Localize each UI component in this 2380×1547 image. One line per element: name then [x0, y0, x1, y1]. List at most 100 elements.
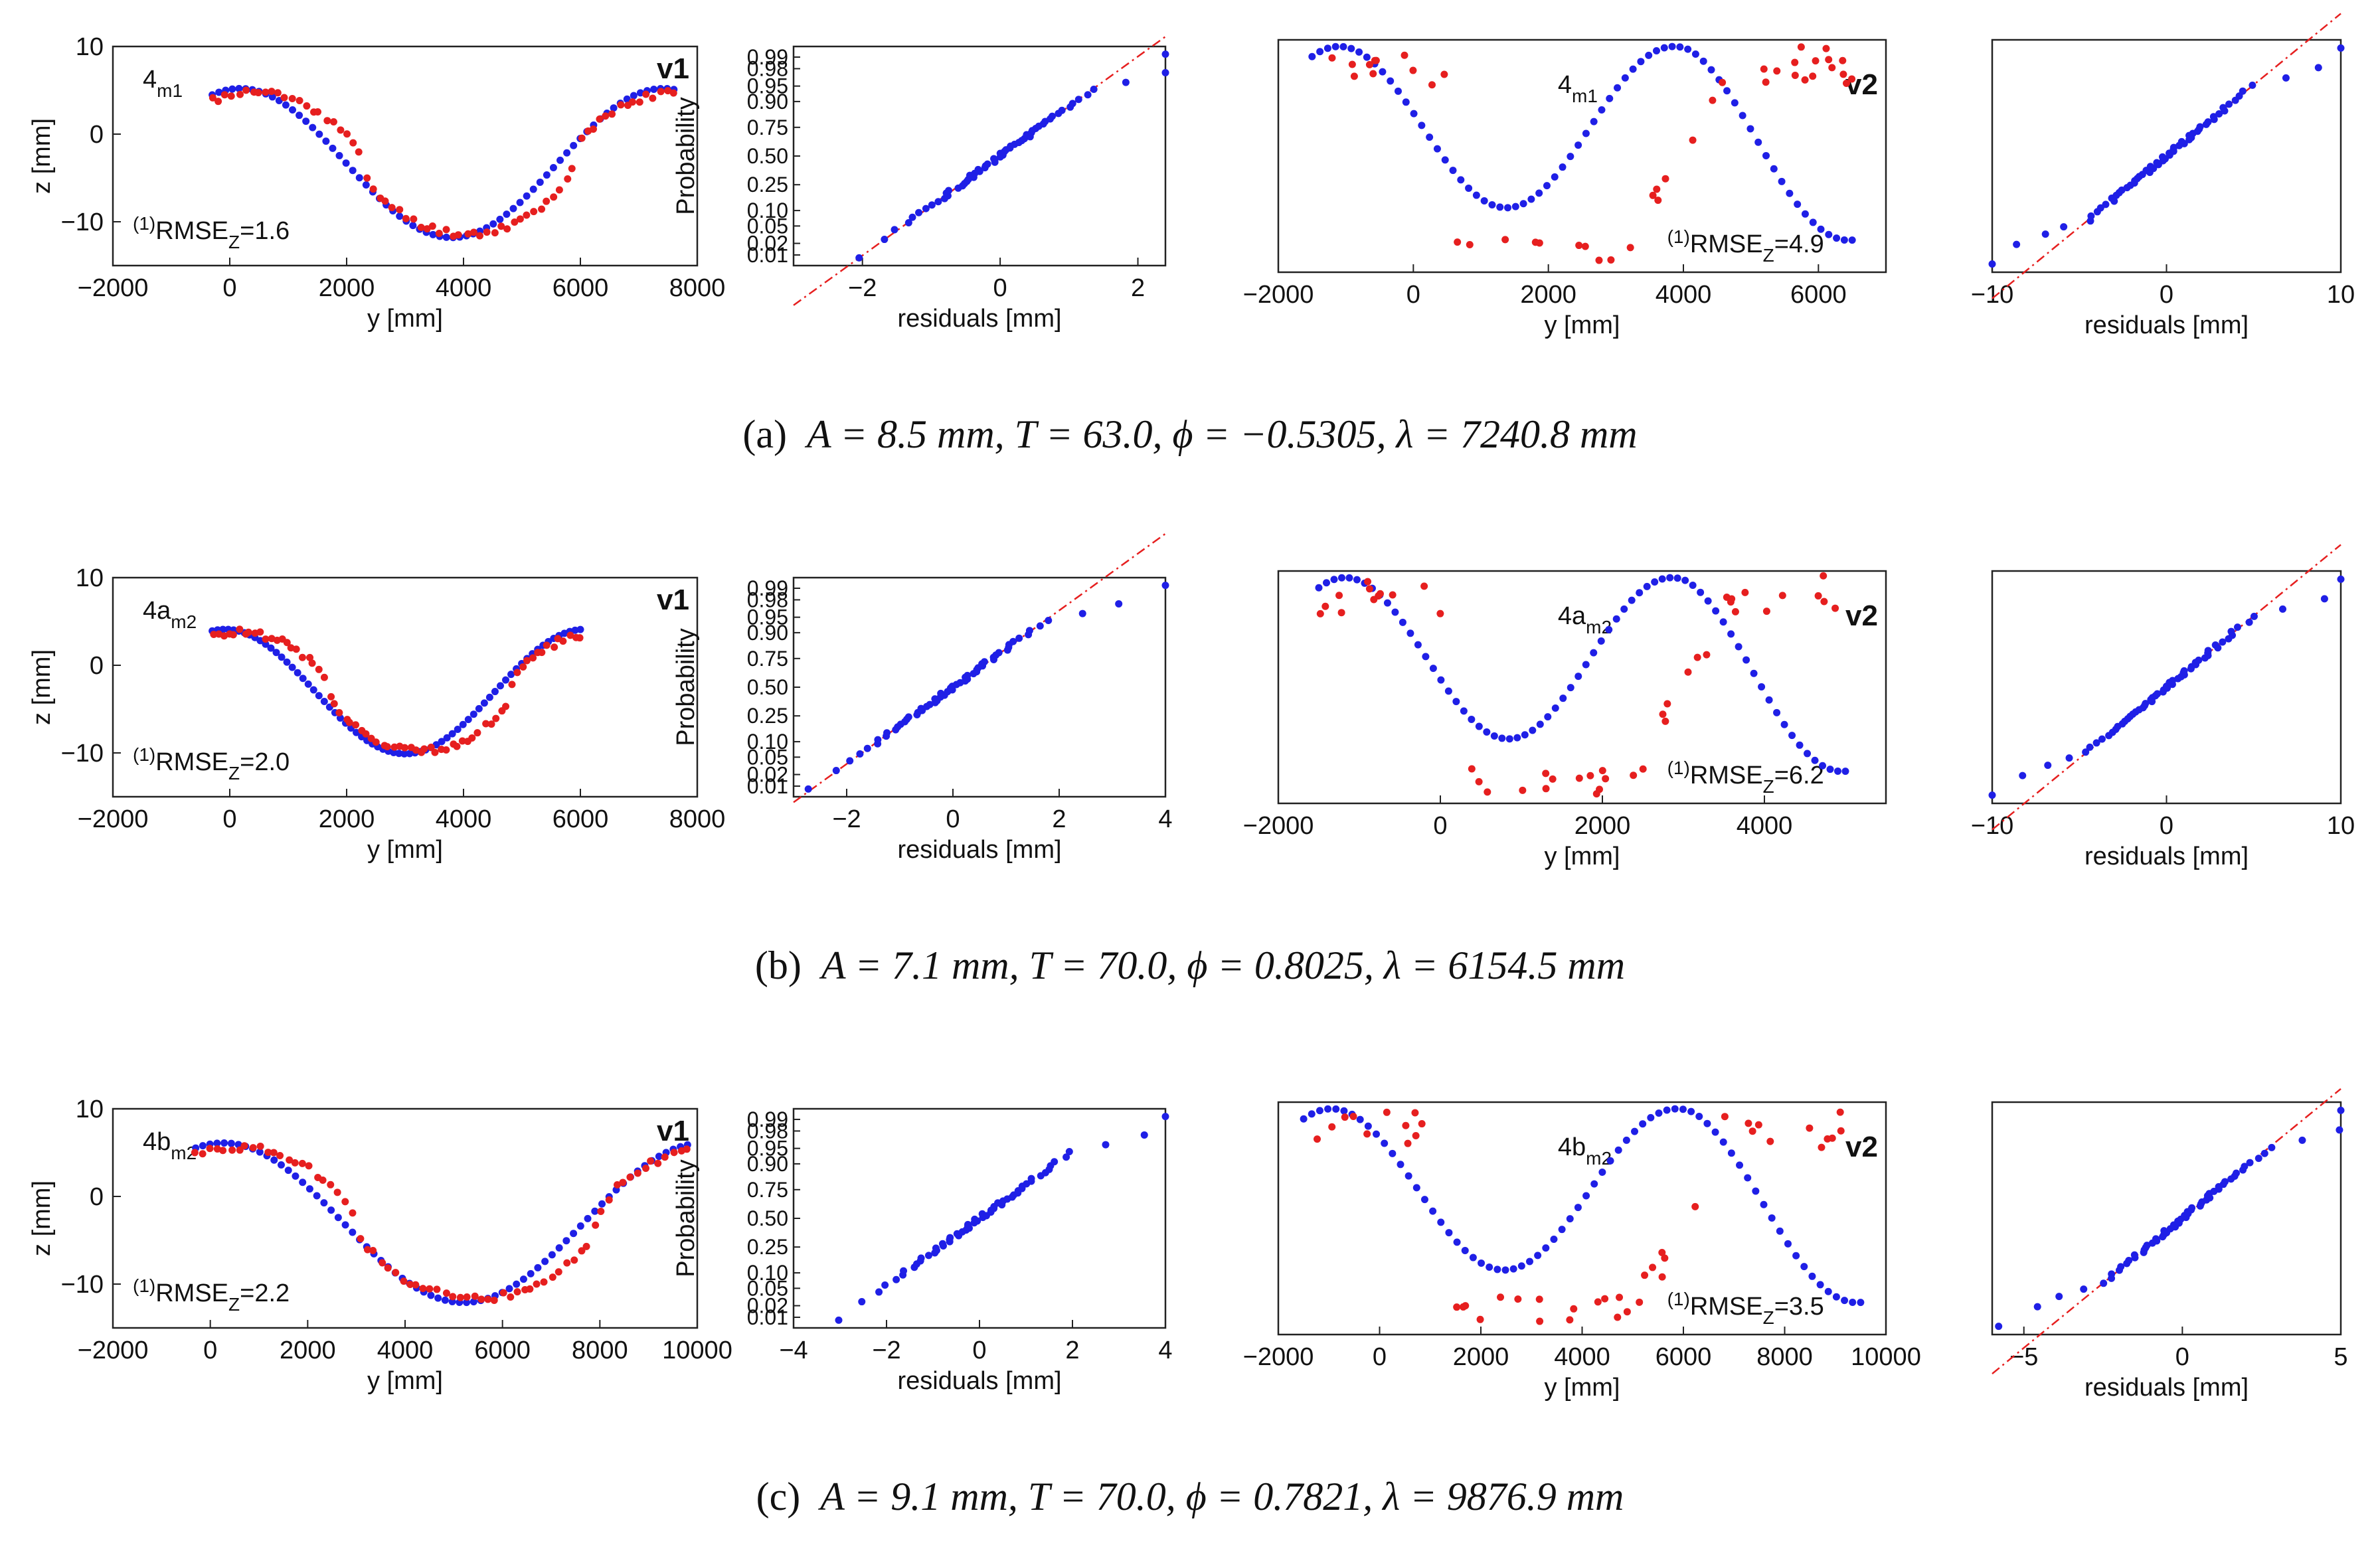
residual-point [1161, 1113, 1169, 1121]
x-tick-label: −2000 [1243, 281, 1314, 309]
measured-point [345, 718, 353, 726]
model-point [342, 159, 350, 167]
model-point [1551, 173, 1559, 181]
measured-point [1328, 54, 1336, 62]
measured-point [419, 1285, 427, 1293]
model-point [228, 85, 236, 93]
plot-frame [112, 45, 699, 267]
measured-point [1812, 57, 1820, 65]
rmse-value: =4.9 [1774, 230, 1824, 258]
x-tick-label: 0 [946, 805, 960, 833]
residual-point [892, 1275, 900, 1283]
model-point [1478, 1259, 1486, 1267]
model-point [1590, 118, 1598, 125]
measured-point [1514, 1295, 1522, 1303]
measured-point [657, 88, 665, 96]
residual-point [1122, 78, 1130, 86]
measured-point [286, 1156, 294, 1164]
model-point [283, 658, 291, 666]
residual-point [2246, 1159, 2254, 1167]
measured-point [523, 211, 531, 219]
model-point [1389, 1149, 1397, 1157]
measured-point [576, 634, 584, 642]
residual-point [931, 695, 939, 703]
model-point [502, 676, 510, 684]
residual-point [2086, 743, 2094, 751]
view-tag: v2 [1845, 1131, 1878, 1163]
residual-point [1036, 622, 1044, 630]
model-point [334, 1214, 342, 1222]
y-tick-label: 0.99 [747, 576, 788, 600]
measured-point [428, 222, 436, 230]
model-point [427, 1291, 435, 1299]
residual-point [1995, 1323, 2003, 1331]
model-point [1543, 182, 1551, 190]
x-tick-label: 5 [2334, 1343, 2347, 1371]
measured-point [1468, 765, 1476, 773]
residual-point [928, 201, 936, 209]
measured-point [540, 1278, 548, 1286]
measured-point [538, 649, 546, 657]
model-point [469, 710, 477, 718]
measured-point [550, 193, 558, 201]
residual-point [964, 671, 972, 679]
y-tick-label: 0 [90, 121, 104, 149]
model-point [1643, 582, 1651, 590]
measured-point [1709, 96, 1717, 104]
rmse-sup: (1) [1667, 1289, 1690, 1309]
measured-point [499, 1289, 507, 1297]
y-tick-label: 0.75 [747, 647, 788, 671]
model-point [1825, 230, 1833, 238]
model-point [1765, 696, 1773, 704]
model-point [315, 692, 323, 700]
measured-point [363, 1246, 371, 1254]
model-point [1776, 1227, 1784, 1235]
x-tick-label: 10000 [1851, 1343, 1921, 1371]
measured-point [1760, 65, 1768, 73]
measured-point [1601, 1295, 1609, 1303]
x-tick-label: 10 [2327, 812, 2355, 840]
measured-point [1365, 60, 1373, 68]
caption-label: (c) [756, 1475, 801, 1518]
curve-label-sub: m1 [1572, 86, 1598, 106]
measured-point [1825, 56, 1833, 64]
x-tick-label: 0 [203, 1337, 217, 1364]
model-point [292, 1172, 299, 1180]
model-point [1614, 84, 1622, 92]
residual-point [2241, 1163, 2249, 1171]
model-point [1574, 673, 1582, 681]
measured-point [1595, 256, 1603, 264]
residual-point [804, 785, 812, 793]
model-point [1472, 191, 1480, 199]
measured-point [1839, 56, 1847, 64]
measured-point [400, 744, 408, 752]
measured-point [463, 1293, 471, 1301]
model-point [1598, 106, 1606, 114]
rmse-sub: Z [1763, 245, 1774, 266]
model-point [1433, 145, 1441, 153]
measured-point [614, 1181, 622, 1189]
model-point [1504, 204, 1512, 212]
rmse-sub: Z [1763, 776, 1774, 797]
model-point [1628, 596, 1636, 604]
residual-point [964, 1220, 972, 1228]
model-point [1719, 618, 1727, 626]
measured-point [244, 628, 252, 636]
model-point [1460, 707, 1468, 715]
measured-point [484, 1295, 492, 1303]
measured-point [1649, 1263, 1657, 1271]
model-point [1614, 1146, 1622, 1154]
model-point [1381, 1139, 1389, 1147]
curve-label-sub: m1 [157, 80, 183, 101]
model-point [1605, 625, 1613, 633]
measured-point [568, 165, 576, 173]
panel-row-a-v1: −2000 0 2000 4000 6000 8000 −10 0 10 y [mm] z [mm]… [28, 33, 725, 333]
model-point [1824, 1287, 1832, 1295]
measured-point [1466, 241, 1474, 249]
model-point [234, 1141, 242, 1149]
model-point [1735, 643, 1742, 651]
measured-point [605, 1196, 613, 1204]
residual-point [2019, 772, 2027, 779]
measured-point [1801, 76, 1809, 84]
